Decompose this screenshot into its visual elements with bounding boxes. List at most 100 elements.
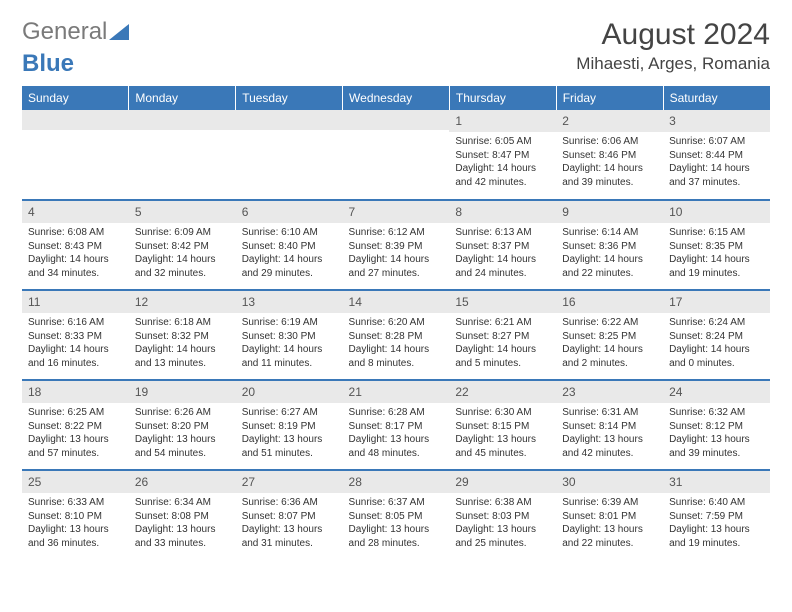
calendar-day-cell	[129, 110, 236, 200]
calendar-day-cell: 26Sunrise: 6:34 AMSunset: 8:08 PMDayligh…	[129, 470, 236, 560]
daylight-text: Daylight: 13 hours and 36 minutes.	[28, 523, 123, 550]
logo-triangle-icon	[109, 22, 129, 42]
calendar-day-cell: 2Sunrise: 6:06 AMSunset: 8:46 PMDaylight…	[556, 110, 663, 200]
sunset-text: Sunset: 8:01 PM	[562, 510, 657, 524]
day-number: 4	[22, 201, 129, 223]
calendar-day-cell: 20Sunrise: 6:27 AMSunset: 8:19 PMDayligh…	[236, 380, 343, 470]
logo: General	[22, 18, 129, 46]
daylight-text: Daylight: 14 hours and 22 minutes.	[562, 253, 657, 280]
sunrise-text: Sunrise: 6:12 AM	[349, 226, 444, 240]
sunrise-text: Sunrise: 6:20 AM	[349, 316, 444, 330]
day-number: 31	[663, 471, 770, 493]
sunset-text: Sunset: 8:14 PM	[562, 420, 657, 434]
daylight-text: Daylight: 13 hours and 48 minutes.	[349, 433, 444, 460]
daylight-text: Daylight: 14 hours and 2 minutes.	[562, 343, 657, 370]
sunset-text: Sunset: 8:42 PM	[135, 240, 230, 254]
day-number: 19	[129, 381, 236, 403]
sunset-text: Sunset: 8:30 PM	[242, 330, 337, 344]
sunset-text: Sunset: 8:27 PM	[455, 330, 550, 344]
sunrise-text: Sunrise: 6:07 AM	[669, 135, 764, 149]
calendar-day-cell: 30Sunrise: 6:39 AMSunset: 8:01 PMDayligh…	[556, 470, 663, 560]
calendar-week-row: 4 Sunrise: 6:08 AMSunset: 8:43 PM Daylight…	[22, 200, 770, 290]
day-number: 6	[236, 201, 343, 223]
sunrise-text: Sunrise: 6:08 AM	[28, 226, 123, 240]
calendar-week-row: 25Sunrise: 6:33 AMSunset: 8:10 PMDayligh…	[22, 470, 770, 560]
sunset-text: Sunset: 8:47 PM	[455, 149, 550, 163]
day-number: 13	[236, 291, 343, 313]
weekday-header: Wednesday	[343, 86, 450, 110]
day-number: 24	[663, 381, 770, 403]
sunset-text: Sunset: 8:20 PM	[135, 420, 230, 434]
sunset-text: Sunset: 8:10 PM	[28, 510, 123, 524]
calendar-day-cell: 9Sunrise: 6:14 AMSunset: 8:36 PMDaylight…	[556, 200, 663, 290]
day-number: 5	[129, 201, 236, 223]
sunrise-text: Sunrise: 6:10 AM	[242, 226, 337, 240]
calendar-day-cell	[22, 110, 129, 200]
daylight-text: Daylight: 14 hours and 11 minutes.	[242, 343, 337, 370]
daylight-text: Daylight: 13 hours and 31 minutes.	[242, 523, 337, 550]
day-number-bar-empty	[343, 110, 450, 130]
daylight-text: Daylight: 14 hours and 27 minutes.	[349, 253, 444, 280]
sunrise-text: Sunrise: 6:32 AM	[669, 406, 764, 420]
sunset-text: Sunset: 8:25 PM	[562, 330, 657, 344]
day-number: 25	[22, 471, 129, 493]
daylight-text: Daylight: 14 hours and 0 minutes.	[669, 343, 764, 370]
sunset-text: Sunset: 8:05 PM	[349, 510, 444, 524]
daylight-text: Daylight: 14 hours and 5 minutes.	[455, 343, 550, 370]
calendar-day-cell: 29Sunrise: 6:38 AMSunset: 8:03 PMDayligh…	[449, 470, 556, 560]
sunset-text: Sunset: 8:15 PM	[455, 420, 550, 434]
day-number-bar-empty	[129, 110, 236, 130]
sunset-text: Sunset: 8:43 PM	[28, 240, 123, 254]
day-number: 22	[449, 381, 556, 403]
day-number: 28	[343, 471, 450, 493]
sunset-text: Sunset: 8:19 PM	[242, 420, 337, 434]
calendar-day-cell	[236, 110, 343, 200]
calendar-day-cell: 11Sunrise: 6:16 AMSunset: 8:33 PMDayligh…	[22, 290, 129, 380]
sunrise-text: Sunrise: 6:09 AM	[135, 226, 230, 240]
calendar-week-row: 18Sunrise: 6:25 AMSunset: 8:22 PMDayligh…	[22, 380, 770, 470]
day-number: 11	[22, 291, 129, 313]
daylight-text: Daylight: 13 hours and 22 minutes.	[562, 523, 657, 550]
day-number: 26	[129, 471, 236, 493]
calendar-day-cell: 16Sunrise: 6:22 AMSunset: 8:25 PMDayligh…	[556, 290, 663, 380]
sunrise-text: Sunrise: 6:33 AM	[28, 496, 123, 510]
sunset-text: Sunset: 8:12 PM	[669, 420, 764, 434]
day-number: 29	[449, 471, 556, 493]
sunrise-text: Sunrise: 6:15 AM	[669, 226, 764, 240]
sunrise-text: Sunrise: 6:22 AM	[562, 316, 657, 330]
daylight-text: Daylight: 13 hours and 33 minutes.	[135, 523, 230, 550]
sunrise-text: Sunrise: 6:13 AM	[455, 226, 550, 240]
daylight-text: Daylight: 14 hours and 42 minutes.	[455, 162, 550, 189]
day-number: 21	[343, 381, 450, 403]
calendar-day-cell: 13Sunrise: 6:19 AMSunset: 8:30 PMDayligh…	[236, 290, 343, 380]
calendar-day-cell: 17Sunrise: 6:24 AMSunset: 8:24 PMDayligh…	[663, 290, 770, 380]
daylight-text: Daylight: 13 hours and 28 minutes.	[349, 523, 444, 550]
daylight-text: Daylight: 14 hours and 13 minutes.	[135, 343, 230, 370]
day-number: 2	[556, 110, 663, 132]
sunset-text: Sunset: 8:44 PM	[669, 149, 764, 163]
daylight-text: Daylight: 14 hours and 32 minutes.	[135, 253, 230, 280]
sunset-text: Sunset: 8:24 PM	[669, 330, 764, 344]
calendar-day-cell: 1Sunrise: 6:05 AMSunset: 8:47 PMDaylight…	[449, 110, 556, 200]
calendar-body: 1Sunrise: 6:05 AMSunset: 8:47 PMDaylight…	[22, 110, 770, 560]
weekday-header: Tuesday	[236, 86, 343, 110]
sunset-text: Sunset: 8:32 PM	[135, 330, 230, 344]
day-number: 9	[556, 201, 663, 223]
sunset-text: Sunset: 8:35 PM	[669, 240, 764, 254]
calendar-day-cell: 4Sunrise: 6:08 AMSunset: 8:43 PMDaylight…	[22, 200, 129, 290]
sunrise-text: Sunrise: 6:40 AM	[669, 496, 764, 510]
sunrise-text: Sunrise: 6:24 AM	[669, 316, 764, 330]
calendar-day-cell: 28Sunrise: 6:37 AMSunset: 8:05 PMDayligh…	[343, 470, 450, 560]
day-number-bar-empty	[22, 110, 129, 130]
weekday-header: Thursday	[449, 86, 556, 110]
sunrise-text: Sunrise: 6:14 AM	[562, 226, 657, 240]
sunrise-text: Sunrise: 6:18 AM	[135, 316, 230, 330]
day-number: 8	[449, 201, 556, 223]
sunset-text: Sunset: 8:08 PM	[135, 510, 230, 524]
daylight-text: Daylight: 13 hours and 45 minutes.	[455, 433, 550, 460]
sunrise-text: Sunrise: 6:06 AM	[562, 135, 657, 149]
calendar-day-cell: 3Sunrise: 6:07 AMSunset: 8:44 PMDaylight…	[663, 110, 770, 200]
calendar-day-cell: 31Sunrise: 6:40 AMSunset: 7:59 PMDayligh…	[663, 470, 770, 560]
sunset-text: Sunset: 8:28 PM	[349, 330, 444, 344]
sunset-text: Sunset: 8:40 PM	[242, 240, 337, 254]
